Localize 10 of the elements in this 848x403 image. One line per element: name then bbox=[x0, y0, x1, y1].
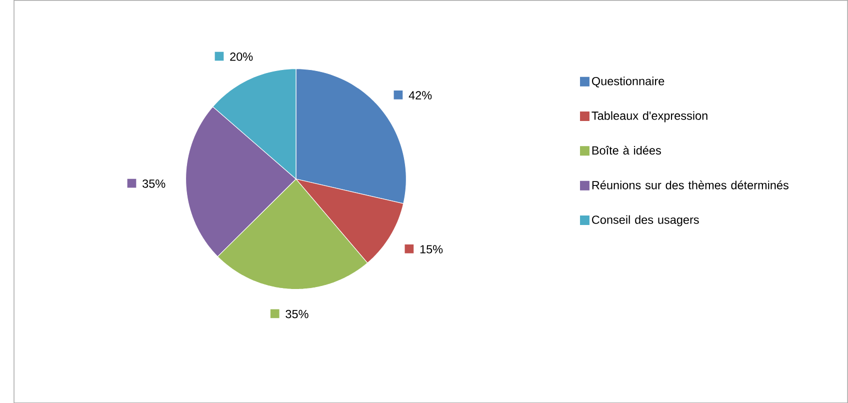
data-label: 35% bbox=[286, 310, 308, 318]
data-label: 42% bbox=[408, 90, 432, 100]
data-label: 20% bbox=[230, 52, 253, 61]
legend-label: Tableaux d'expression bbox=[592, 111, 708, 122]
legend-label: Réunions sur des thèmes déterminés bbox=[592, 180, 788, 190]
legend-label: Questionnaire bbox=[592, 76, 664, 88]
data-label: 35% bbox=[142, 179, 166, 188]
data-label: 15% bbox=[420, 244, 443, 254]
legend-label: Boîte à idées bbox=[592, 146, 661, 154]
legend-label: Conseil des usagers bbox=[592, 215, 699, 226]
